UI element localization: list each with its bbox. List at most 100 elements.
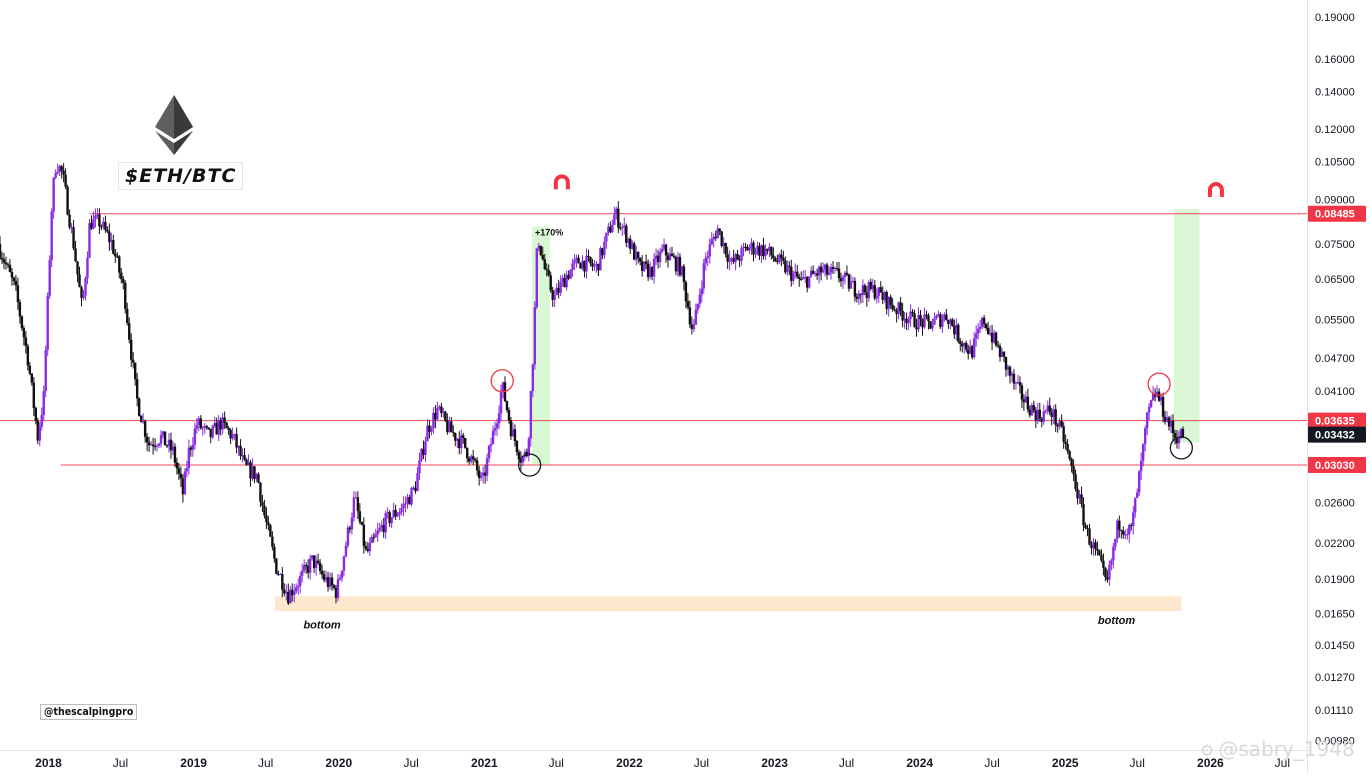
candle-body [650,266,654,277]
candle-body [805,277,809,288]
candle-body [1175,437,1179,444]
y-tick-label: 0.12000 [1315,124,1355,136]
y-tick-label: 0.02200 [1315,538,1355,550]
candle-body [1124,534,1127,536]
candle-body [764,248,767,257]
candle-body [185,468,189,472]
candle-body [1070,458,1073,467]
candle-body [672,256,676,258]
candle-body [1098,550,1101,556]
candle-body [1096,549,1099,551]
candle-body [159,434,163,444]
candle-body [100,226,103,228]
candle-body [2,259,6,263]
candle-body [143,421,147,437]
candle-body [297,585,300,588]
candle-body [32,382,35,408]
candle-body [845,272,849,275]
candle-body [193,428,197,445]
candle-body [326,577,330,587]
candle-body [446,420,449,432]
candle-body [1078,494,1081,499]
candle-body [706,256,709,258]
x-tick-label: 2019 [180,756,207,770]
candle-body [20,316,24,329]
candle-body [1120,529,1123,532]
y-tick-label: 0.01270 [1315,672,1355,684]
candle-body [348,527,352,530]
candle-body [1173,432,1177,438]
candle-body [957,324,960,342]
candle-body [267,522,270,526]
candle-body [1036,409,1040,421]
candle-body [807,276,811,288]
candle-body [1116,520,1119,539]
candle-body [748,247,751,251]
candle-body [780,254,783,259]
candle-body [919,315,922,320]
candle-body [998,346,1002,358]
candle-body [517,452,521,460]
candle-body [800,278,803,280]
candle-body [16,285,20,303]
author-handle: @thescalpingpro [40,704,138,720]
candle-body [0,243,2,258]
candle-body [404,503,407,505]
candle-body [617,208,620,228]
candle-body [1080,494,1083,505]
candle-body [742,246,745,248]
candle-body [531,364,535,391]
candle-body [314,560,318,569]
candle-body [50,211,53,261]
candle-body [491,430,495,445]
candle-body [330,577,334,586]
candle-body [88,223,91,258]
y-tick-label: 0.19000 [1315,12,1355,24]
candle-body [191,444,195,450]
candle-body [937,314,940,316]
candle-body [974,333,978,339]
x-tick-label: Jul [1130,756,1145,770]
candle-body [179,473,183,479]
candle-body [187,447,191,469]
candle-body [929,321,932,329]
candle-body [1159,396,1163,401]
candle-body [199,418,203,429]
x-tick-label: Jul [113,756,128,770]
candle-body [778,254,781,263]
y-tick-label: 0.04700 [1315,353,1355,365]
candle-body [583,260,586,272]
candle-body [861,285,865,295]
candle-body [843,272,847,278]
candle-body [432,412,435,429]
candle-body [899,302,902,311]
candle-body [978,326,982,329]
candle-body [597,263,600,271]
candle-body [923,314,926,328]
candle-body [915,327,918,330]
candle-body [1004,356,1008,370]
candle-body [1114,538,1117,547]
candle-body [547,270,550,276]
candle-body [54,172,57,178]
candle-body [507,410,511,421]
candle-body [1151,393,1155,401]
x-tick-label: Jul [549,756,564,770]
candle-body [1108,564,1111,580]
candle-body [283,589,286,594]
candle-body [108,231,111,243]
candle-body [147,442,151,446]
candle-body [752,242,755,255]
candle-body [1062,426,1065,442]
candle-body [774,258,777,262]
candle-body [969,346,972,354]
candle-body [460,435,463,449]
candle-body [867,281,871,299]
candle-body [1088,528,1091,545]
candle-body [992,332,996,343]
candle-body [907,319,910,324]
x-tick-label: 2025 [1052,756,1079,770]
candle-body [976,328,980,334]
